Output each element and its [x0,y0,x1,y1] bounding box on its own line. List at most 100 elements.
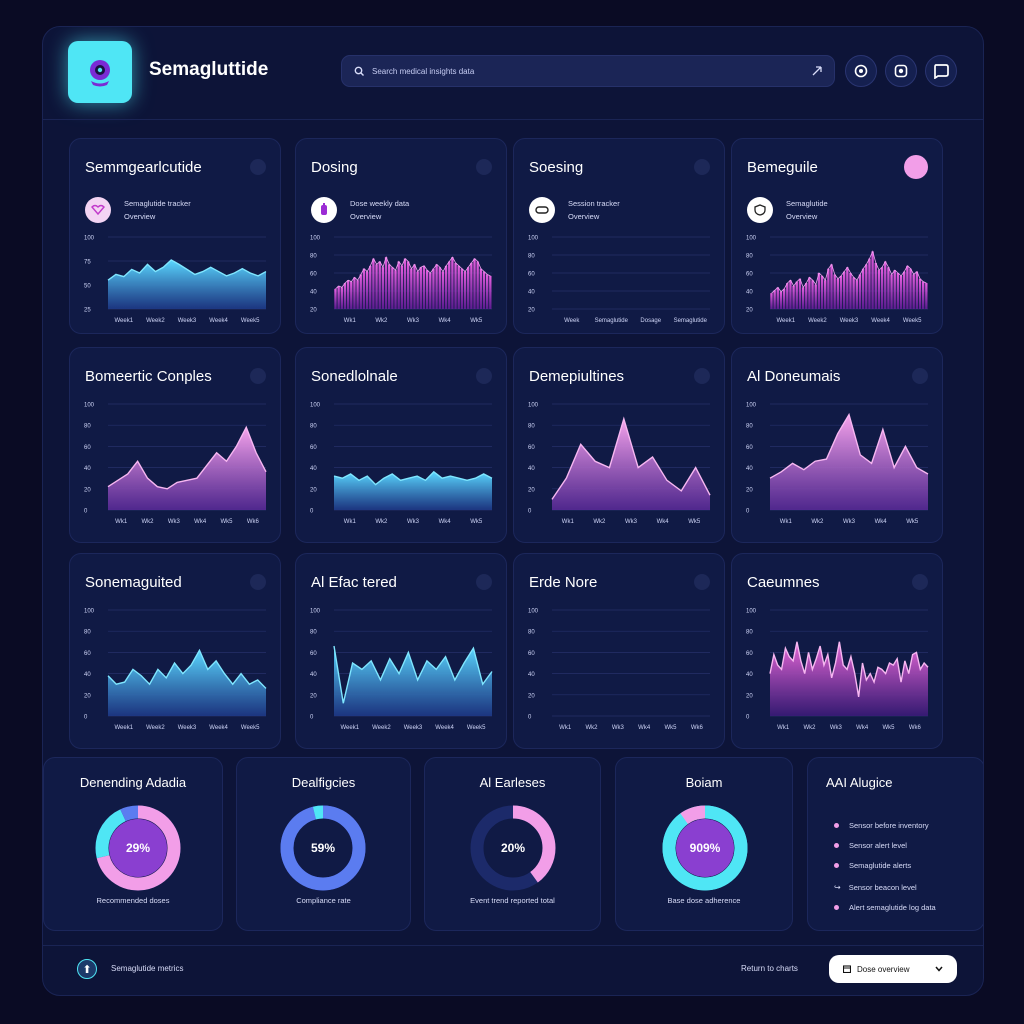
list-item[interactable]: Sensor alert level [834,838,936,852]
card-sub-line1: Semaglutide tracker [124,199,191,208]
x-tick-label: Wk4 [638,725,651,731]
chart-card-11[interactable]: Erde Nore 100 80 60 40 20 0 Wk1 Wk2 Wk3 Wk4 Wk5 Wk6 [513,553,725,749]
y-tick-label: 100 [528,403,539,409]
list-item[interactable]: Alert semaglutide log data [834,900,936,914]
card-menu-icon[interactable] [912,368,928,384]
card-menu-icon[interactable] [476,574,492,590]
donut-value: 59% [311,841,335,855]
chart-card-8[interactable]: Al Doneumais 100 80 60 40 20 0 Wk1 Wk2 Wk3 Wk4 Wk5 [731,347,943,543]
chart-card-4[interactable]: Bemeguile Semaglutide Overview 100 80 60 40 2… [731,138,943,334]
list-item-label: Sensor beacon level [848,882,917,892]
y-tick-label: 40 [746,290,753,296]
chart-card-7[interactable]: Demepiultines 100 80 60 40 20 0 Wk1 Wk2 Wk3 Wk4 Wk… [513,347,725,543]
app-title: Semagluttide [149,59,269,80]
chart-area[interactable]: 100 80 60 40 20 0 Wk1 Wk2 Wk3 Wk4 Wk5 Wk6 [82,396,270,526]
x-tick-label: Wk6 [909,725,922,731]
view-select[interactable]: Dose overview [829,955,957,983]
chart-area[interactable]: 100 75 50 25 Week1 Week2 Week3 Week4 Week5 [82,229,270,325]
x-tick-label: Wk1 [115,519,128,525]
record-button[interactable] [885,55,917,87]
chart-bar [350,281,353,309]
list-item[interactable]: Semaglutide alerts [834,858,936,872]
chart-bar [830,264,833,309]
chart-area[interactable]: 100 80 60 40 20 0 Wk1 Wk2 Wk3 Wk4 Wk5 [744,396,932,526]
chart-bar [912,274,915,309]
chat-button[interactable] [925,55,957,87]
chart-bar [782,288,786,309]
chart-card-1[interactable]: Semmgearlcutide Semaglutide tracker Overv… [69,138,281,334]
chart-card-12[interactable]: Caeumnes 100 80 60 40 20 0 Wk1 Wk2 Wk3 Wk4 Wk5 Wk6 [731,553,943,749]
y-tick-label: 100 [528,609,539,615]
donut-chart[interactable]: 29% [92,802,184,894]
chart-area[interactable]: 100 80 60 40 20 0 Week1 Week2 Week3 Week4 Week5 [82,602,270,732]
card-menu-icon[interactable] [476,159,492,175]
chart-bar [773,290,776,309]
card-menu-icon[interactable] [694,159,710,175]
y-tick-label: 60 [528,272,535,278]
x-tick-label: Week1 [777,318,796,324]
card-menu-icon[interactable] [694,574,710,590]
chart-bar [444,265,448,309]
card-menu-icon[interactable] [476,368,492,384]
chart-bar [346,280,350,309]
card-menu-icon[interactable] [912,574,928,590]
chart-area[interactable]: 100 80 60 40 20 0 Wk1 Wk2 Wk3 Wk4 Wk5 [526,396,714,526]
list-item[interactable]: Sensor before inventory [834,818,936,832]
donut-chart[interactable]: 59% [277,802,369,894]
chart-area[interactable]: 100 80 60 40 20 Wk1 Wk2 Wk3 Wk4 Wk5 [308,229,496,325]
card-badge [85,197,111,223]
x-tick-label: Wk6 [247,519,260,525]
chart-bar [400,265,404,309]
upload-icon[interactable]: ⬆ [77,959,97,979]
x-tick-label: Wk1 [780,519,793,525]
chart-card-3[interactable]: Soesing Session tracker Overview 100 80 60 4… [513,138,725,334]
y-tick-label: 0 [310,509,314,515]
chart-area[interactable]: 100 80 60 40 20 Week Semaglutide Dosage Semaglut… [526,229,714,325]
return-link[interactable]: Return to charts [741,964,798,973]
search-bar[interactable]: Search medical insights data [341,55,835,87]
card-menu-icon[interactable] [250,574,266,590]
donut-card-3[interactable]: Al Earleses 20% Event trend reported tot… [424,757,601,931]
app-logo[interactable] [68,41,132,103]
chart-card-5[interactable]: Bomeertic Conples 100 80 60 40 20 0 Wk1 Wk2 Wk3 W… [69,347,281,543]
chart-card-2[interactable]: Dosing Dose weekly data Overview 100 80 60 4… [295,138,507,334]
send-icon[interactable] [812,66,822,76]
chart-area[interactable]: 100 80 60 40 20 0 Wk1 Wk2 Wk3 Wk4 Wk5 Wk6 [744,602,932,732]
card-menu-icon[interactable] [904,155,928,179]
card-menu-icon[interactable] [250,368,266,384]
list-item[interactable]: ↪ Sensor beacon level [834,880,936,894]
camera-button[interactable] [845,55,877,87]
chart-series-line [107,259,267,281]
dashboard-window: Semagluttide Search medical insights dat… [42,26,984,996]
ai-panel[interactable]: AAI Alugice Sensor before inventory Sens… [807,757,983,931]
x-tick-label: Wk2 [593,519,606,525]
chart-area[interactable]: 100 80 60 40 20 0 Wk1 Wk2 Wk3 Wk4 Wk5 Wk6 [526,602,714,732]
card-menu-icon[interactable] [250,159,266,175]
chart-card-6[interactable]: Sonedlolnale 100 80 60 40 20 0 Wk1 Wk2 Wk3 Wk4 Wk5 [295,347,507,543]
x-tick-label: Wk2 [804,725,817,731]
y-tick-label: 80 [746,254,753,260]
chart-area[interactable]: 100 80 60 40 20 0 Week1 Week2 Week3 Week4 Week5 [308,602,496,732]
search-input[interactable]: Search medical insights data [372,66,475,76]
donut-card-2[interactable]: Dealfigcies 59% Compliance rate [236,757,411,931]
donut-chart[interactable]: 909% [659,802,751,894]
chart-bar [406,261,410,309]
chart-bar [827,268,830,309]
y-tick-label: 20 [528,693,535,699]
donut-segment [95,805,181,891]
donut-chart[interactable]: 20% [467,802,559,894]
chart-card-10[interactable]: Al Efac tered 100 80 60 40 20 0 Week1 Week2 Week… [295,553,507,749]
card-title: Dosing [311,159,358,176]
x-tick-label: Week1 [115,725,134,731]
donut-card-4[interactable]: Boiam 909% Base dose adherence [615,757,793,931]
chart-area[interactable]: 100 80 60 40 20 Week1 Week2 Week3 Week4 Week5 [744,229,932,325]
card-title: Demepiultines [529,368,625,385]
chart-bar [801,287,805,309]
chart-area[interactable]: 100 80 60 40 20 0 Wk1 Wk2 Wk3 Wk4 Wk5 [308,396,496,526]
chart-card-9[interactable]: Sonemaguited 100 80 60 40 20 0 Week1 Week2 Week3… [69,553,281,749]
chart-bar [463,271,467,309]
chart-bar [397,261,400,309]
donut-card-1[interactable]: Denending Adadia 29% Recommended doses [43,757,223,931]
card-menu-icon[interactable] [694,368,710,384]
card-title: Sonemaguited [85,574,182,591]
